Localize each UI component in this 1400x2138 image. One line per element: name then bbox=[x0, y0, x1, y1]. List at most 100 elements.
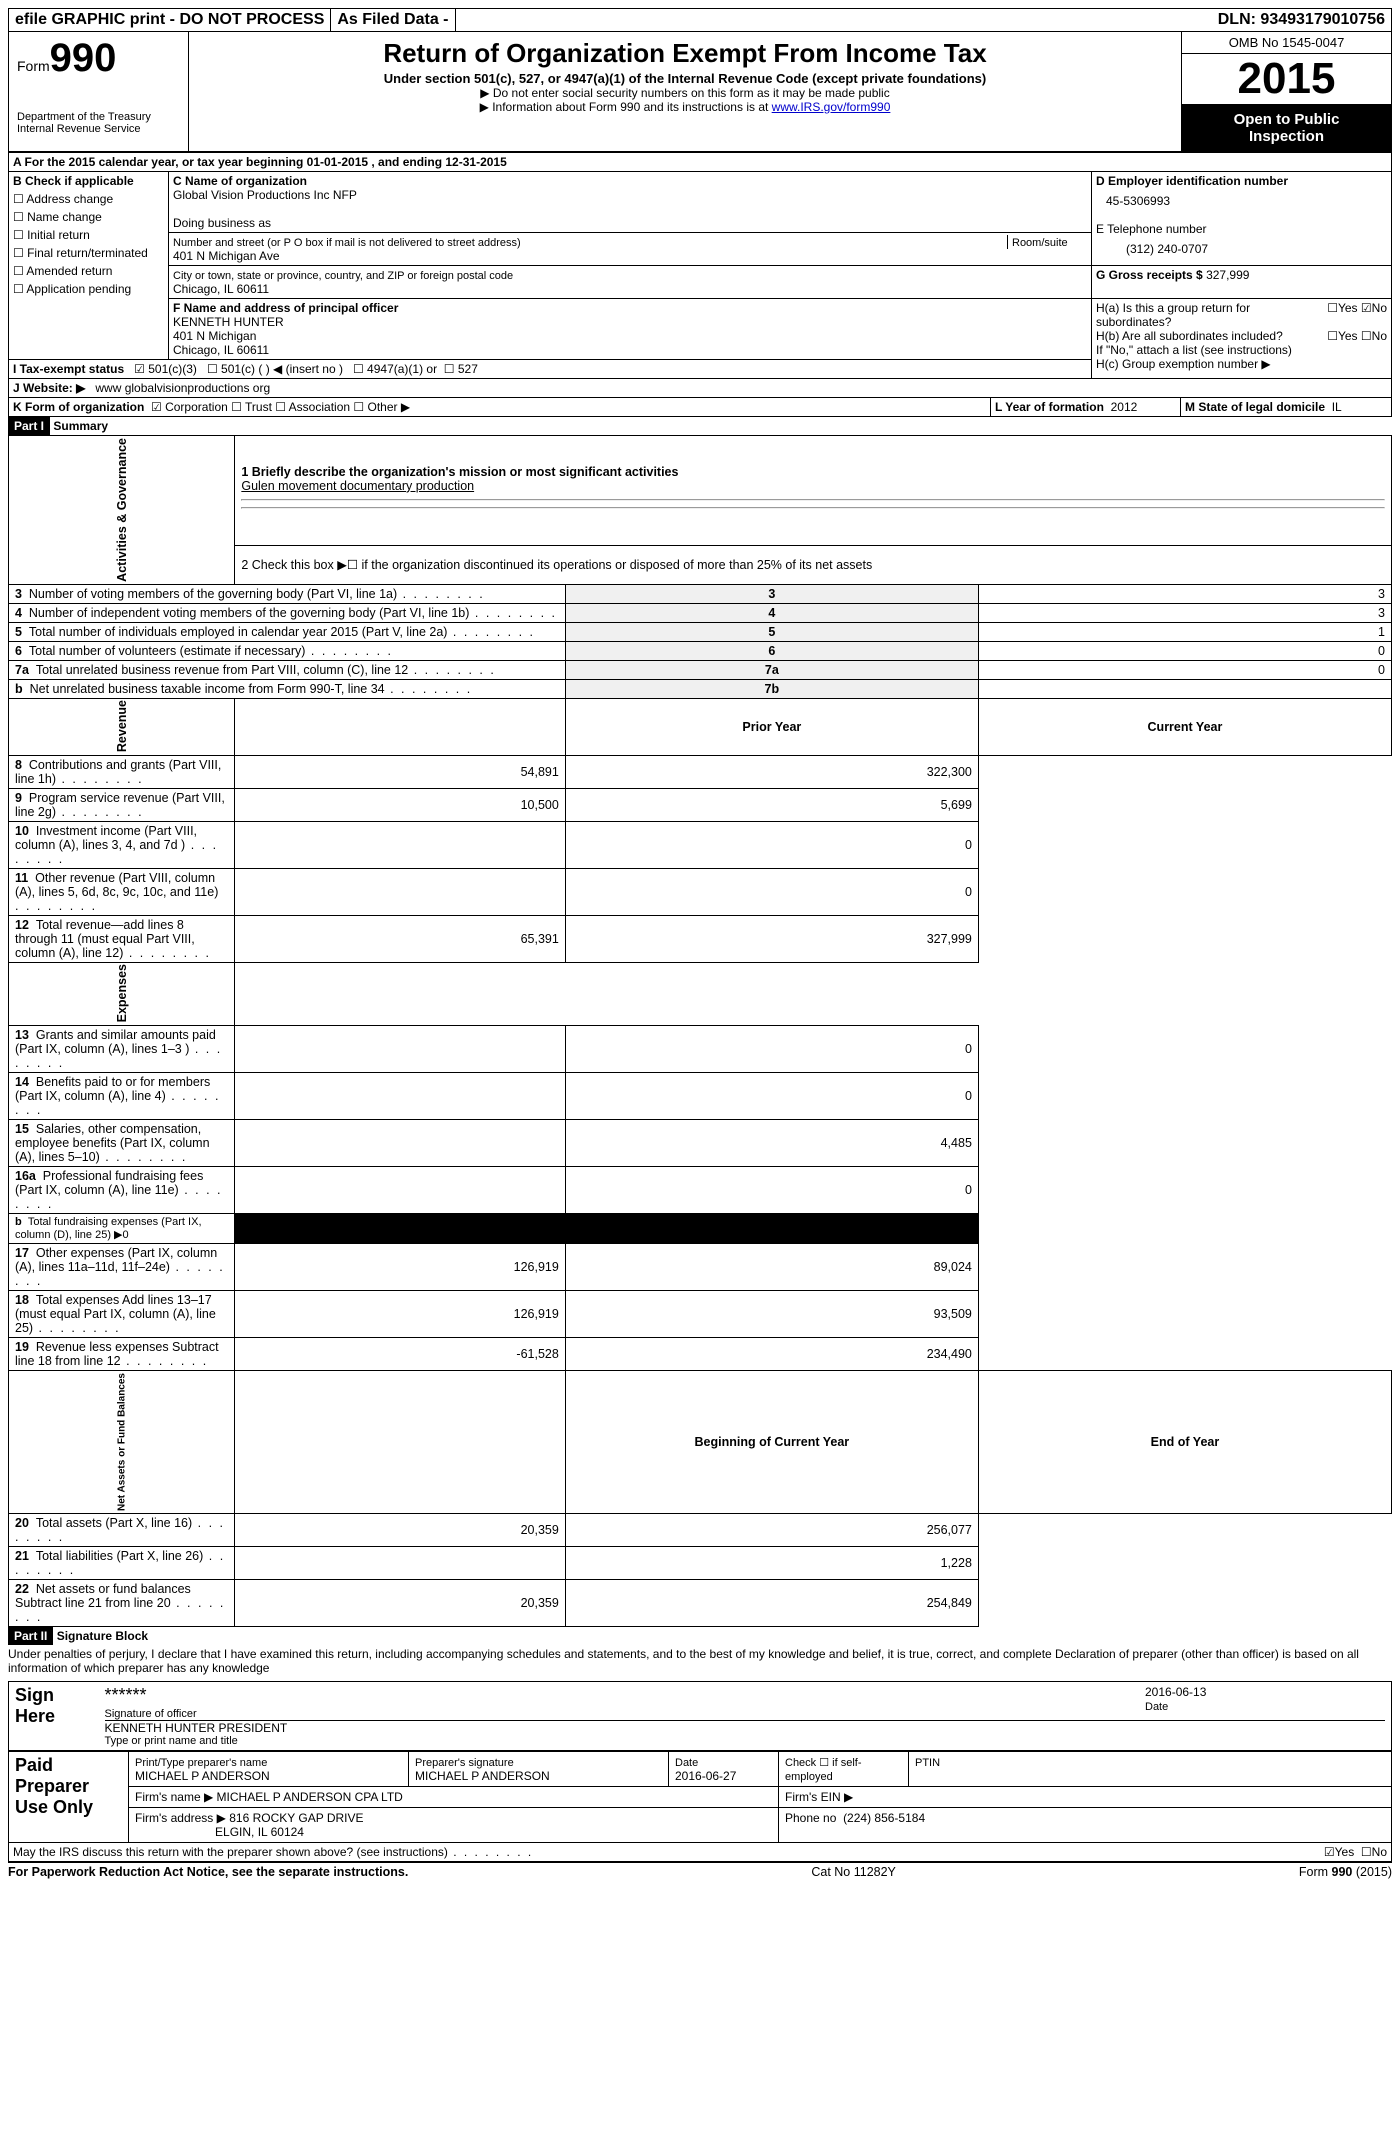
street: 401 N Michigan Ave bbox=[173, 249, 1087, 263]
line-20-prior: 20,359 bbox=[235, 1514, 565, 1547]
checkbox-application-pending[interactable]: ☐ Application pending bbox=[13, 282, 164, 296]
checkbox-name-change[interactable]: ☐ Name change bbox=[13, 210, 164, 224]
discuss-q: May the IRS discuss this return with the… bbox=[13, 1845, 1324, 1859]
discuss-yn: ☑Yes ☐No bbox=[1324, 1845, 1387, 1859]
efile-notice: efile GRAPHIC print - DO NOT PROCESS bbox=[9, 9, 331, 31]
line-5-code: 5 bbox=[565, 622, 978, 641]
street-label: Number and street (or P O box if mail is… bbox=[173, 237, 521, 249]
firm-lbl: Firm's name ▶ bbox=[135, 1790, 213, 1804]
footer-right: Form 990 (2015) bbox=[1299, 1865, 1392, 1879]
line-7a: 7a Total unrelated business revenue from… bbox=[9, 660, 566, 679]
open-1: Open to Public bbox=[1184, 111, 1389, 128]
line-18-current: 93,509 bbox=[565, 1291, 978, 1338]
side-exp: Expenses bbox=[9, 962, 235, 1025]
subtitle-3: ▶ Information about Form 990 and its ins… bbox=[197, 100, 1173, 114]
discuss-text: May the IRS discuss this return with the… bbox=[13, 1845, 448, 1859]
dln: DLN: 93493179010756 bbox=[1212, 9, 1391, 31]
line-12-prior: 65,391 bbox=[235, 915, 565, 962]
line-7a-code: 7a bbox=[565, 660, 978, 679]
footer-mid: Cat No 11282Y bbox=[811, 1865, 896, 1879]
line-20-current: 256,077 bbox=[565, 1514, 978, 1547]
section-h: H(a) Is this a group return for subordin… bbox=[1092, 299, 1392, 379]
line-19-prior: -61,528 bbox=[235, 1338, 565, 1371]
m-label: M State of legal domicile bbox=[1185, 400, 1325, 414]
line-10: 10 Investment income (Part VIII, column … bbox=[9, 821, 235, 868]
q2: 2 Check this box ▶☐ if the organization … bbox=[235, 545, 1392, 584]
line-4-val: 3 bbox=[978, 603, 1391, 622]
footer-left: For Paperwork Reduction Act Notice, see … bbox=[8, 1865, 408, 1879]
omb-no: OMB No 1545-0047 bbox=[1182, 32, 1391, 54]
line-14: 14 Benefits paid to or for members (Part… bbox=[9, 1073, 235, 1120]
side-rev: Revenue bbox=[9, 698, 235, 755]
perjury-decl: Under penalties of perjury, I declare th… bbox=[8, 1645, 1392, 1681]
firm-phone: (224) 856-5184 bbox=[843, 1811, 925, 1825]
line-16a-prior bbox=[235, 1167, 565, 1214]
section-i: I Tax-exempt status ☑ 501(c)(3) ☐ 501(c)… bbox=[9, 360, 1092, 379]
line-11-prior bbox=[235, 868, 565, 915]
city-label: City or town, state or province, country… bbox=[173, 270, 513, 282]
section-a-table: A For the 2015 calendar year, or tax yea… bbox=[8, 152, 1392, 417]
phone: (312) 240-0707 bbox=[1096, 236, 1387, 256]
yes-lbl2: Yes bbox=[1338, 329, 1358, 343]
officer-addr2: Chicago, IL 60611 bbox=[173, 343, 269, 357]
line-18: 18 Total expenses Add lines 13–17 (must … bbox=[9, 1291, 235, 1338]
line-21-current: 1,228 bbox=[565, 1547, 978, 1580]
d-no: No bbox=[1372, 1845, 1387, 1859]
dln-value: 93493179010756 bbox=[1260, 11, 1385, 28]
col-beg: Beginning of Current Year bbox=[565, 1371, 978, 1514]
ptin-lbl: PTIN bbox=[915, 1757, 940, 1769]
part1-title: Summary bbox=[53, 419, 108, 433]
irs-link[interactable]: www.IRS.gov/form990 bbox=[772, 100, 891, 114]
line-22: 22 Net assets or fund balances Subtract … bbox=[9, 1580, 235, 1627]
checkbox-final-return-terminated[interactable]: ☐ Final return/terminated bbox=[13, 246, 164, 260]
date-label: Date bbox=[1145, 1701, 1168, 1713]
line-b: b Total fundraising expenses (Part IX, c… bbox=[9, 1214, 235, 1244]
line-12-current: 327,999 bbox=[565, 915, 978, 962]
line-10-current: 0 bbox=[565, 821, 978, 868]
f-label: F Name and address of principal officer bbox=[173, 301, 398, 315]
sig-of-label: Signature of officer bbox=[105, 1708, 197, 1720]
i-o1: 501(c)(3) bbox=[148, 362, 197, 376]
checkbox-address-change[interactable]: ☐ Address change bbox=[13, 192, 164, 206]
l-label: L Year of formation bbox=[995, 400, 1104, 414]
section-j: J Website: ▶ www globalvisionproductions… bbox=[9, 379, 1392, 398]
prep-sig: MICHAEL P ANDERSON bbox=[415, 1769, 550, 1783]
line-8-prior: 54,891 bbox=[235, 755, 565, 788]
checkbox-amended-return[interactable]: ☐ Amended return bbox=[13, 264, 164, 278]
line-16a: 16a Professional fundraising fees (Part … bbox=[9, 1167, 235, 1214]
line-9-current: 5,699 bbox=[565, 788, 978, 821]
dln-label: DLN: bbox=[1218, 11, 1256, 28]
line-a: A For the 2015 calendar year, or tax yea… bbox=[9, 153, 1392, 172]
phone-lbl: Phone no bbox=[785, 1811, 836, 1825]
line-15: 15 Salaries, other compensation, employe… bbox=[9, 1120, 235, 1167]
line-8: 8 Contributions and grants (Part VIII, l… bbox=[9, 755, 235, 788]
form-number: Form990 bbox=[17, 36, 180, 81]
k-o3: Association bbox=[289, 400, 350, 414]
subtitle-2: ▶ Do not enter social security numbers o… bbox=[197, 86, 1173, 100]
section-c-name: C Name of organization Global Vision Pro… bbox=[169, 172, 1092, 233]
b-title: B Check if applicable bbox=[13, 174, 164, 188]
section-c-city: City or town, state or province, country… bbox=[169, 266, 1092, 299]
state-domicile: IL bbox=[1332, 400, 1342, 414]
header-right: OMB No 1545-0047 2015 Open to Public Ins… bbox=[1181, 32, 1391, 151]
line-6-val: 0 bbox=[978, 641, 1391, 660]
part2-title: Signature Block bbox=[57, 1629, 148, 1643]
form-title: Return of Organization Exempt From Incom… bbox=[197, 38, 1173, 69]
line-18-prior: 126,919 bbox=[235, 1291, 565, 1338]
checkbox-initial-return[interactable]: ☐ Initial return bbox=[13, 228, 164, 242]
hb: H(b) Are all subordinates included? bbox=[1096, 329, 1327, 343]
line-15-current: 4,485 bbox=[565, 1120, 978, 1167]
line-3-code: 3 bbox=[565, 584, 978, 603]
col-end: End of Year bbox=[978, 1371, 1391, 1514]
yes-lbl: Yes bbox=[1338, 301, 1358, 315]
paid-preparer-label: Paid Preparer Use Only bbox=[9, 1752, 129, 1843]
footer: For Paperwork Reduction Act Notice, see … bbox=[8, 1862, 1392, 1879]
line-9-prior: 10,500 bbox=[235, 788, 565, 821]
header-left: Form990 Department of the Treasury Inter… bbox=[9, 32, 189, 151]
i-o4: 527 bbox=[458, 362, 478, 376]
line-10-prior bbox=[235, 821, 565, 868]
signature-table: Sign Here ****** Signature of officer 20… bbox=[8, 1681, 1392, 1751]
line-3: 3 Number of voting members of the govern… bbox=[9, 584, 566, 603]
i-o2: 501(c) ( ) ◀ (insert no ) bbox=[221, 362, 343, 376]
line-7a-val: 0 bbox=[978, 660, 1391, 679]
